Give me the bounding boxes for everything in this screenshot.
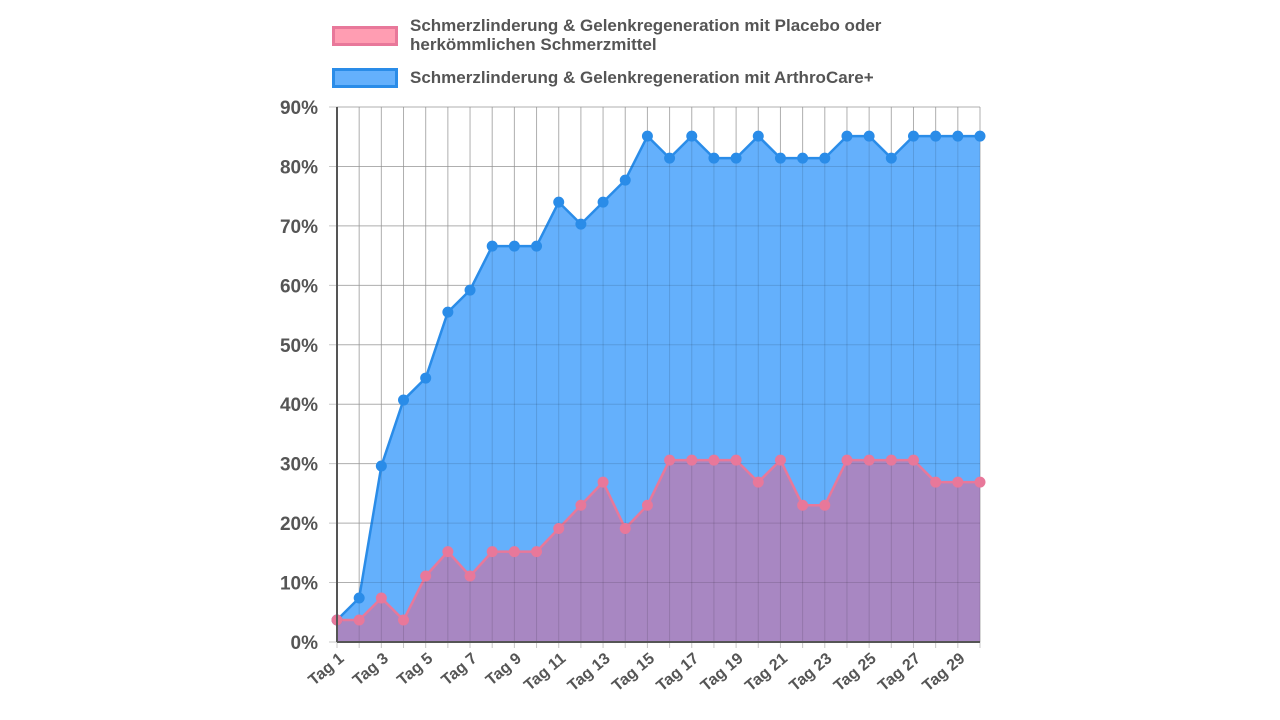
data-point bbox=[442, 546, 454, 558]
data-point bbox=[686, 454, 698, 466]
data-point bbox=[664, 454, 676, 466]
legend-label-placebo: Schmerzlinderung & Gelenkregeneration mi… bbox=[410, 16, 882, 54]
data-point bbox=[486, 240, 498, 252]
data-point bbox=[974, 130, 986, 142]
data-point bbox=[974, 476, 986, 488]
data-point bbox=[930, 130, 942, 142]
data-point bbox=[730, 454, 742, 466]
data-point bbox=[375, 460, 387, 472]
data-point bbox=[752, 130, 764, 142]
data-point bbox=[375, 592, 387, 604]
x-tick-label: Tag 9 bbox=[483, 650, 525, 689]
x-tick-label: Tag 11 bbox=[521, 650, 569, 694]
x-tick-label: Tag 21 bbox=[742, 650, 791, 695]
data-point bbox=[863, 130, 875, 142]
x-tick-label: Tag 27 bbox=[875, 650, 924, 695]
legend-item-arthrocare[interactable]: Schmerzlinderung & Gelenkregeneration mi… bbox=[332, 68, 1010, 88]
x-tick-label: Tag 19 bbox=[698, 650, 747, 695]
data-point bbox=[907, 130, 919, 142]
data-point bbox=[398, 394, 410, 406]
y-tick-label: 60% bbox=[280, 276, 318, 297]
data-point bbox=[819, 499, 831, 511]
data-point bbox=[708, 152, 720, 164]
data-point bbox=[508, 240, 520, 252]
y-tick-label: 10% bbox=[280, 574, 318, 595]
data-point bbox=[353, 592, 365, 604]
data-point bbox=[641, 499, 653, 511]
data-point bbox=[708, 454, 720, 466]
data-point bbox=[952, 476, 964, 488]
data-point bbox=[619, 174, 631, 186]
data-point bbox=[464, 284, 476, 296]
y-tick-label: 70% bbox=[280, 217, 318, 238]
data-point bbox=[752, 476, 764, 488]
legend-item-placebo[interactable]: Schmerzlinderung & Gelenkregeneration mi… bbox=[332, 16, 1010, 54]
data-point bbox=[863, 454, 875, 466]
data-point bbox=[442, 306, 454, 318]
data-point bbox=[353, 614, 365, 626]
data-point bbox=[420, 570, 432, 582]
y-tick-label: 40% bbox=[280, 395, 318, 416]
data-point bbox=[597, 196, 609, 208]
data-point bbox=[553, 522, 565, 534]
legend-swatch-arthrocare bbox=[332, 68, 398, 88]
data-point bbox=[841, 130, 853, 142]
y-tick-label: 50% bbox=[280, 336, 318, 357]
data-point bbox=[664, 152, 676, 164]
axes bbox=[336, 107, 980, 643]
x-tick-label: Tag 7 bbox=[439, 650, 481, 689]
y-tick-label: 0% bbox=[291, 633, 319, 654]
data-point bbox=[952, 130, 964, 142]
data-point bbox=[819, 152, 831, 164]
data-point bbox=[619, 522, 631, 534]
data-point bbox=[531, 240, 543, 252]
x-tick-label: Tag 15 bbox=[609, 650, 658, 695]
x-tick-label: Tag 1 bbox=[306, 650, 348, 689]
data-point bbox=[885, 454, 897, 466]
x-tick-label: Tag 29 bbox=[920, 650, 969, 695]
data-point bbox=[841, 454, 853, 466]
legend-label-arthrocare: Schmerzlinderung & Gelenkregeneration mi… bbox=[410, 68, 874, 87]
data-point bbox=[930, 476, 942, 488]
data-point bbox=[531, 546, 543, 558]
legend-swatch-placebo bbox=[332, 26, 398, 46]
x-tick-label: Tag 17 bbox=[653, 650, 702, 695]
data-point bbox=[774, 152, 786, 164]
legend: Schmerzlinderung & Gelenkregeneration mi… bbox=[332, 16, 1010, 88]
data-point bbox=[398, 614, 410, 626]
data-point bbox=[641, 130, 653, 142]
data-point bbox=[575, 218, 587, 230]
data-point bbox=[553, 196, 565, 208]
x-tick-label: Tag 25 bbox=[831, 650, 880, 695]
y-tick-label: 30% bbox=[280, 455, 318, 476]
data-point bbox=[575, 499, 587, 511]
x-tick-label: Tag 13 bbox=[565, 650, 614, 695]
data-point bbox=[597, 476, 609, 488]
data-point bbox=[885, 152, 897, 164]
data-point bbox=[486, 546, 498, 558]
x-tick-label: Tag 5 bbox=[394, 650, 436, 689]
y-tick-label: 80% bbox=[280, 157, 318, 178]
data-point bbox=[730, 152, 742, 164]
data-point bbox=[774, 454, 786, 466]
series-layer bbox=[331, 106, 986, 643]
data-point bbox=[686, 130, 698, 142]
x-tick-label: Tag 23 bbox=[787, 650, 836, 695]
data-point bbox=[464, 570, 476, 582]
data-point bbox=[797, 499, 809, 511]
data-point bbox=[797, 152, 809, 164]
data-point bbox=[420, 372, 432, 384]
data-point bbox=[907, 454, 919, 466]
x-tick-label: Tag 3 bbox=[350, 650, 392, 689]
data-point bbox=[508, 546, 520, 558]
y-tick-label: 20% bbox=[280, 514, 318, 535]
y-tick-label: 90% bbox=[280, 98, 318, 119]
